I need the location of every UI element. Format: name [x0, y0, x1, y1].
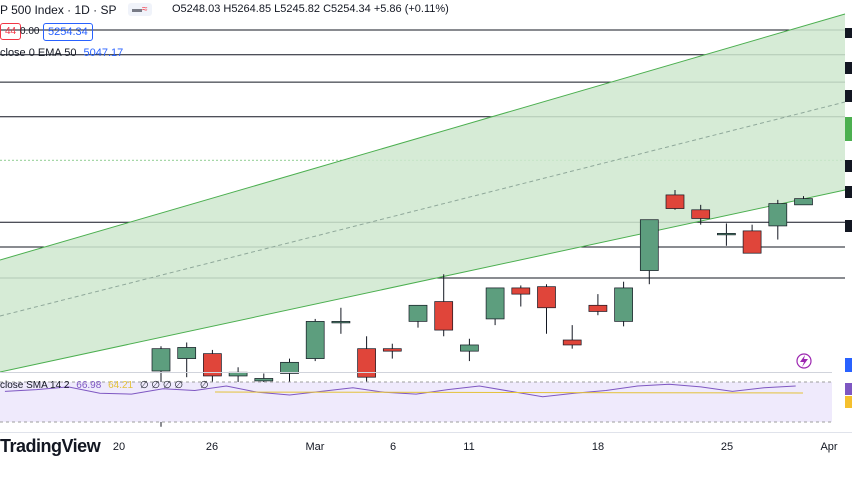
rsi-sma-line: [214, 391, 804, 394]
candle-body: [691, 209, 711, 219]
candle[interactable]: [665, 189, 685, 210]
pane-divider[interactable]: [0, 372, 832, 373]
candle-body: [460, 344, 479, 352]
candle-body: [254, 378, 274, 382]
compare-icon[interactable]: ▬≈: [128, 3, 152, 16]
candle-body: [331, 321, 351, 324]
price-axis-markers: [845, 28, 852, 408]
candle-body: [588, 304, 608, 312]
sell-price-fragment[interactable]: 44: [0, 23, 22, 40]
x-axis-label: 26: [205, 441, 219, 453]
rsi-sma-marker[interactable]: [845, 396, 852, 408]
x-axis-label: 6: [389, 441, 397, 453]
candle[interactable]: [768, 199, 788, 240]
candle[interactable]: [614, 281, 633, 327]
candle-body: [794, 198, 813, 206]
symbol-title[interactable]: P 500 Index · 1D · SP: [0, 3, 117, 17]
rsi-band: [0, 382, 832, 422]
channel-upper-line[interactable]: [0, 13, 846, 261]
candle[interactable]: [717, 223, 736, 246]
candle[interactable]: [305, 318, 325, 362]
candle-body: [665, 194, 685, 209]
candle-body: [382, 348, 402, 352]
candle[interactable]: [331, 307, 351, 334]
candle-body: [203, 353, 222, 377]
price-marker[interactable]: [845, 220, 852, 232]
rsi-line: [4, 383, 796, 398]
ohlc-readout: O5248.03 H5264.85 L5245.82 C5254.34 +5.8…: [172, 3, 449, 15]
candle[interactable]: [203, 349, 222, 384]
candle[interactable]: [794, 196, 813, 206]
candle[interactable]: [511, 285, 531, 307]
candle-body: [511, 287, 531, 295]
price-marker[interactable]: [845, 186, 852, 198]
candle-body: [537, 286, 556, 309]
channel-lower-line[interactable]: [0, 189, 846, 373]
price-marker[interactable]: [845, 90, 852, 102]
x-axis-label: 11: [463, 441, 475, 453]
candle[interactable]: [485, 287, 505, 326]
pane-marker[interactable]: [845, 358, 852, 372]
candle[interactable]: [280, 358, 299, 384]
candle[interactable]: [382, 343, 402, 359]
channel-midline: [0, 101, 846, 317]
tradingview-logo[interactable]: TradingView: [0, 436, 101, 456]
candle[interactable]: [742, 224, 762, 254]
candle-body: [177, 347, 197, 359]
candle-body: [717, 233, 736, 236]
candle-body: [408, 304, 428, 322]
candlestick-series: [151, 189, 813, 427]
rsi-label: close SMA 14 2: [0, 380, 70, 391]
candle-body: [768, 203, 788, 227]
candle[interactable]: [639, 219, 659, 285]
candle-body: [485, 287, 505, 320]
candle[interactable]: [562, 325, 582, 349]
candle[interactable]: [460, 338, 479, 362]
rsi-legend[interactable]: close SMA 14 2 66.98 64.21 ∅ ∅ ∅ ∅ ∅: [0, 380, 209, 391]
rsi-empty-values: ∅ ∅ ∅ ∅: [139, 380, 184, 391]
x-axis-label: 18: [591, 441, 605, 453]
ema-indicator-label[interactable]: close 0 EMA 50 5047.17: [0, 47, 123, 59]
candle[interactable]: [691, 204, 711, 225]
candle-body: [434, 301, 454, 331]
rsi-value: 66.98: [76, 380, 102, 391]
x-axis-label: 20: [112, 441, 126, 453]
ema-value: 5047.17: [83, 47, 124, 59]
buy-button[interactable]: 5254.34: [43, 23, 93, 41]
rsi-marker[interactable]: [845, 383, 852, 395]
spread-value: 0.00: [20, 26, 40, 37]
rsi-sma-value: 64.21: [108, 380, 134, 391]
time-axis-divider: [0, 432, 852, 433]
candle-body: [614, 287, 633, 322]
price-marker[interactable]: [845, 160, 852, 172]
candle-body: [305, 321, 325, 359]
current-price-marker[interactable]: [845, 117, 852, 141]
rsi-empty-value: ∅: [199, 380, 209, 391]
candle-body: [742, 230, 762, 254]
ema-label: close 0 EMA 50: [0, 47, 77, 59]
candle-body: [151, 348, 171, 372]
candle-body: [357, 348, 376, 378]
candle[interactable]: [408, 304, 428, 328]
lightning-icon[interactable]: [796, 353, 812, 369]
price-marker[interactable]: [845, 62, 852, 74]
x-axis-label: Mar: [305, 441, 325, 453]
candle[interactable]: [588, 294, 608, 316]
candle[interactable]: [434, 274, 454, 337]
candle[interactable]: [177, 342, 197, 378]
candle-body: [639, 219, 659, 271]
trend-channel[interactable]: [0, 14, 845, 372]
candle-body: [562, 339, 582, 346]
price-marker[interactable]: [845, 28, 852, 38]
candle-body: [280, 361, 299, 374]
x-axis-label: 25: [720, 441, 734, 453]
x-axis-label: Apr: [820, 441, 838, 453]
candle[interactable]: [537, 284, 556, 334]
